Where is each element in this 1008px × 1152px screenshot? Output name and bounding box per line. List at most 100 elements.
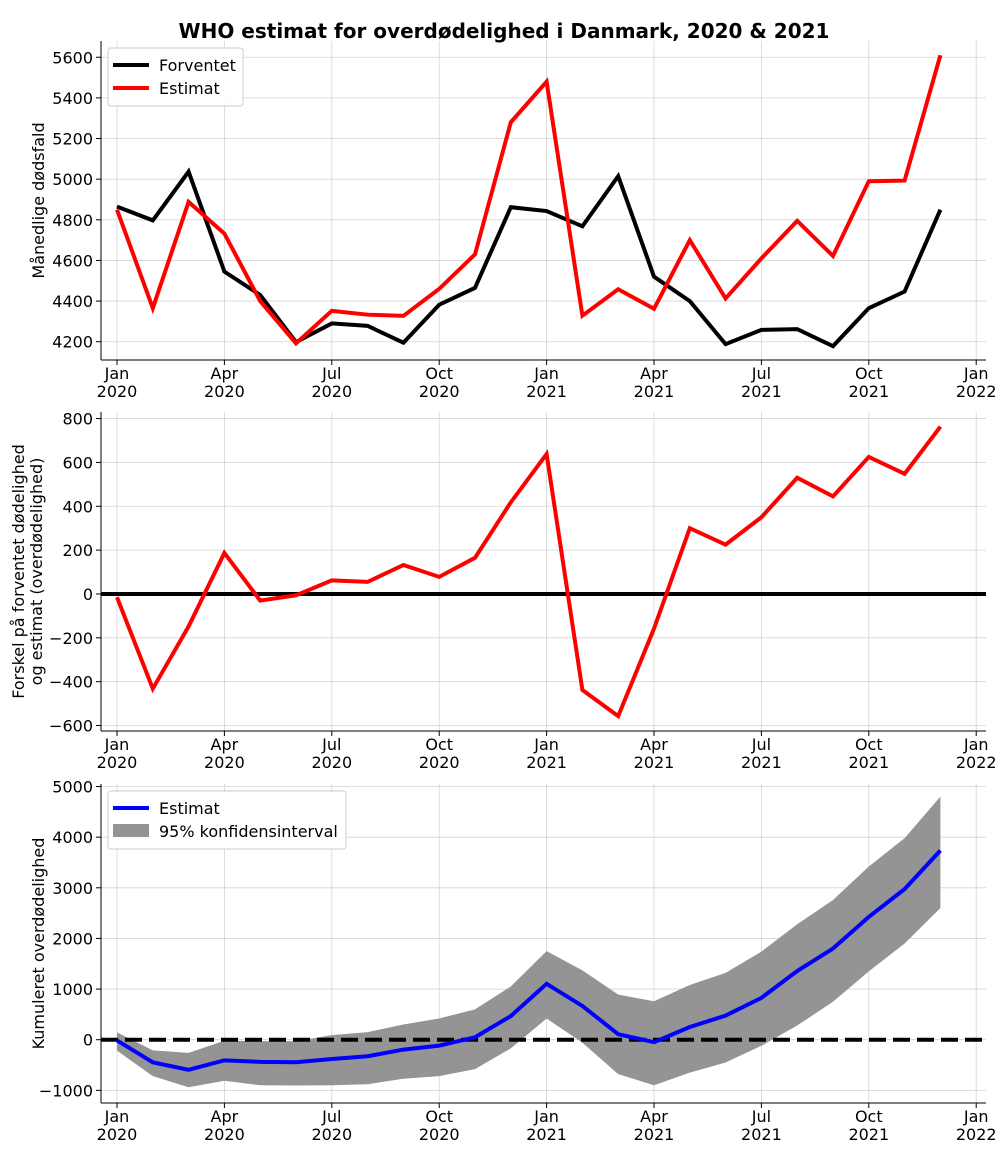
x-tick-label-year: 2021 bbox=[634, 382, 675, 401]
x-tick-label-year: 2021 bbox=[741, 1125, 782, 1144]
x-tick-label-month: Jul bbox=[751, 735, 771, 754]
panel-monthly-deaths: 42004400460048005000520054005600Jan2020A… bbox=[29, 41, 997, 401]
x-tick-label-year: 2021 bbox=[741, 753, 782, 772]
x-tick-label-month: Jan bbox=[963, 1107, 989, 1126]
x-tick-label-year: 2022 bbox=[956, 753, 997, 772]
legend: Estimat 95% konfidensinterval bbox=[107, 790, 347, 850]
y-tick-label: 5000 bbox=[52, 170, 93, 189]
x-tick-label-year: 2022 bbox=[956, 382, 997, 401]
legend-box bbox=[107, 790, 347, 850]
x-tick-label-year: 2022 bbox=[956, 1125, 997, 1144]
x-tick-label-month: Jan bbox=[963, 735, 989, 754]
y-tick-label: 400 bbox=[62, 497, 93, 516]
legend-swatch-patch bbox=[113, 824, 149, 837]
y-tick-label: −600 bbox=[49, 717, 93, 736]
x-tick-label-year: 2021 bbox=[526, 382, 567, 401]
estimat-series-line bbox=[115, 849, 942, 1072]
panel-cumulative-excess: −1000010002000300040005000Jan2020Apr2020… bbox=[29, 778, 997, 1144]
x-tick-label-month: Jan bbox=[533, 735, 559, 754]
legend-label: Estimat bbox=[159, 799, 220, 818]
y-tick-label: −1000 bbox=[39, 1081, 93, 1100]
panel-excess-mortality: −600−400−2000200400600800Jan2020Apr2020J… bbox=[9, 410, 997, 772]
plot-area bbox=[115, 54, 943, 349]
x-tick-label-month: Apr bbox=[640, 364, 668, 383]
x-tick-label-month: Oct bbox=[855, 1107, 883, 1126]
y-tick-label: 4400 bbox=[52, 292, 93, 311]
x-tick-label-month: Jul bbox=[321, 1107, 341, 1126]
x-tick-label-year: 2020 bbox=[419, 1125, 460, 1144]
y-tick-label: 1000 bbox=[52, 980, 93, 999]
x-tick-label-year: 2021 bbox=[848, 1125, 889, 1144]
x-tick-label-month: Jan bbox=[533, 1107, 559, 1126]
x-tick-label-month: Apr bbox=[211, 364, 239, 383]
x-tick-label-year: 2021 bbox=[526, 753, 567, 772]
x-tick-label-month: Oct bbox=[425, 735, 453, 754]
plot-area bbox=[101, 796, 986, 1088]
x-tick-label-month: Jan bbox=[963, 364, 989, 383]
y-tick-label: 5200 bbox=[52, 130, 93, 149]
y-tick-label: 800 bbox=[62, 410, 93, 429]
x-tick-label-year: 2020 bbox=[311, 753, 352, 772]
x-tick-label-year: 2021 bbox=[741, 382, 782, 401]
y-tick-label: −200 bbox=[49, 629, 93, 648]
x-tick-label-month: Oct bbox=[855, 364, 883, 383]
y-axis-title: Forskel på forventet dødelighed bbox=[9, 444, 28, 699]
x-tick-label-month: Apr bbox=[211, 735, 239, 754]
y-axis-title-line2: og estimat (overdødelighed) bbox=[27, 458, 46, 686]
x-tick-label-month: Jul bbox=[321, 735, 341, 754]
legend-label: 95% konfidensinterval bbox=[159, 822, 338, 841]
legend-label: Forventet bbox=[159, 56, 236, 75]
y-tick-label: 4200 bbox=[52, 333, 93, 352]
plot-area bbox=[101, 425, 986, 720]
y-tick-label: 200 bbox=[62, 541, 93, 560]
x-tick-label-year: 2020 bbox=[311, 382, 352, 401]
y-tick-label: 5600 bbox=[52, 48, 93, 67]
y-axis-title: Kumuleret overdødelighed bbox=[29, 838, 48, 1050]
figure-title: WHO estimat for overdødelighed i Danmark… bbox=[179, 19, 830, 43]
x-tick-label-year: 2021 bbox=[848, 382, 889, 401]
y-tick-label: 600 bbox=[62, 453, 93, 472]
y-tick-label: 3000 bbox=[52, 879, 93, 898]
x-tick-label-month: Jan bbox=[533, 364, 559, 383]
y-tick-label: 5400 bbox=[52, 89, 93, 108]
y-axis-title: Månedlige dødsfald bbox=[29, 122, 48, 278]
x-tick-label-year: 2021 bbox=[848, 753, 889, 772]
legend: Forventet Estimat bbox=[107, 47, 244, 107]
y-tick-label: 4000 bbox=[52, 828, 93, 847]
x-tick-label-year: 2020 bbox=[97, 382, 138, 401]
y-tick-label: 0 bbox=[83, 1031, 93, 1050]
x-tick-label-year: 2020 bbox=[419, 753, 460, 772]
x-tick-label-month: Jul bbox=[751, 1107, 771, 1126]
x-tick-label-month: Jan bbox=[104, 364, 130, 383]
x-tick-label-month: Jul bbox=[751, 364, 771, 383]
x-tick-label-month: Oct bbox=[855, 735, 883, 754]
x-tick-label-month: Jan bbox=[104, 1107, 130, 1126]
x-tick-label-year: 2021 bbox=[634, 753, 675, 772]
x-tick-label-year: 2020 bbox=[419, 382, 460, 401]
x-tick-label-year: 2020 bbox=[204, 753, 245, 772]
x-tick-label-year: 2020 bbox=[204, 382, 245, 401]
legend-box bbox=[107, 47, 244, 107]
y-tick-label: −400 bbox=[49, 673, 93, 692]
x-tick-label-month: Apr bbox=[640, 1107, 668, 1126]
legend-label: Estimat bbox=[159, 79, 220, 98]
y-tick-label: 5000 bbox=[52, 778, 93, 797]
x-tick-label-month: Oct bbox=[425, 364, 453, 383]
x-tick-label-year: 2020 bbox=[204, 1125, 245, 1144]
x-tick-label-year: 2021 bbox=[526, 1125, 567, 1144]
x-tick-label-month: Jan bbox=[104, 735, 130, 754]
y-tick-label: 2000 bbox=[52, 929, 93, 948]
x-tick-label-month: Apr bbox=[640, 735, 668, 754]
excess-series-line bbox=[115, 425, 942, 720]
x-tick-label-year: 2020 bbox=[97, 1125, 138, 1144]
x-tick-label-month: Oct bbox=[425, 1107, 453, 1126]
confidence-band bbox=[117, 796, 941, 1088]
y-tick-label: 4800 bbox=[52, 211, 93, 230]
x-tick-label-year: 2020 bbox=[311, 1125, 352, 1144]
y-tick-label: 0 bbox=[83, 585, 93, 604]
x-tick-label-year: 2020 bbox=[97, 753, 138, 772]
x-tick-label-month: Apr bbox=[211, 1107, 239, 1126]
y-tick-label: 4600 bbox=[52, 251, 93, 270]
forventet-series-line bbox=[116, 167, 943, 349]
